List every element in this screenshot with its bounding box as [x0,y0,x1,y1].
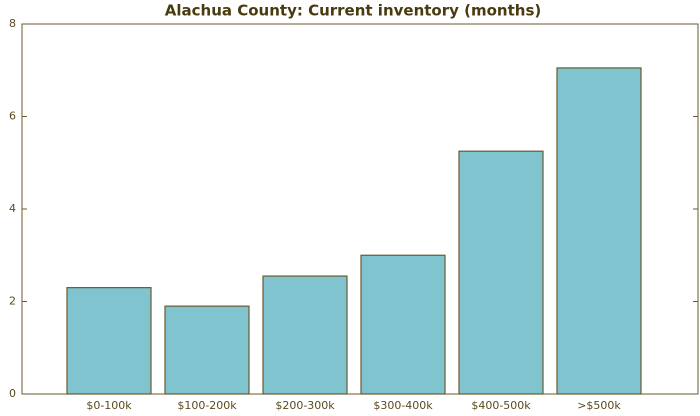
y-tick-label: 8 [9,17,16,30]
x-tick-label: >$500k [577,399,621,412]
x-tick-label: $400-500k [471,399,531,412]
y-tick-label: 0 [9,387,16,400]
bar [556,67,642,395]
y-tick-label: 6 [9,110,16,123]
bar [262,275,348,395]
y-tick-label: 4 [9,202,16,215]
x-tick-label: $100-200k [177,399,237,412]
chart-title: Alachua County: Current inventory (month… [165,2,541,20]
bar [66,287,152,395]
plot-frame [21,23,699,395]
x-tick-label: $200-300k [275,399,335,412]
x-tick-label: $300-400k [373,399,433,412]
x-tick-label: $0-100k [86,399,132,412]
bar [458,150,544,395]
bar [164,305,250,395]
y-tick-label: 2 [9,295,16,308]
bar [360,254,446,395]
